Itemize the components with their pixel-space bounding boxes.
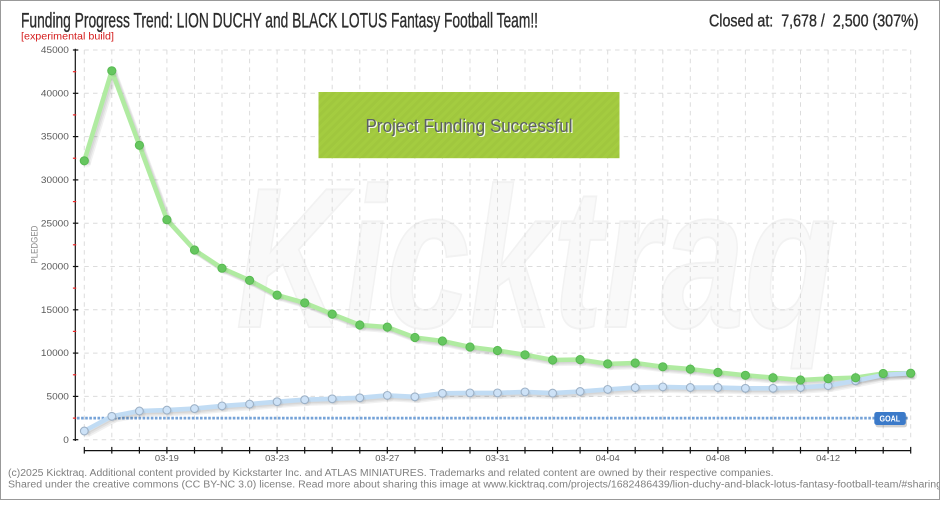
svg-text:40000: 40000 [41,88,69,98]
svg-text:GOAL: GOAL [880,415,901,424]
svg-text:03-19: 03-19 [155,453,179,463]
svg-text:25000: 25000 [41,218,69,228]
svg-text:15000: 15000 [41,305,69,315]
svg-text:04-04: 04-04 [596,453,620,463]
svg-text:5000: 5000 [47,392,69,402]
svg-text:Funding Progress Trend: LION D: Funding Progress Trend: LION DUCHY and B… [21,10,538,33]
svg-text:[experimental build]: [experimental build] [21,31,114,43]
svg-text:45000: 45000 [41,45,69,55]
svg-text:03-23: 03-23 [265,453,289,463]
svg-text:03-27: 03-27 [375,453,399,463]
svg-text:(c)2025 Kicktraq. Additional c: (c)2025 Kicktraq. Additional content pro… [8,468,773,479]
svg-text:Kicktraq: Kicktraq [236,147,836,370]
svg-text:Project Funding Successful: Project Funding Successful [366,116,573,136]
svg-text:10000: 10000 [41,348,69,358]
svg-text:Shared under the creative comm: Shared under the creative commons (CC BY… [8,480,940,491]
svg-text:PLEDGED: PLEDGED [29,225,40,263]
svg-text:0: 0 [63,435,69,445]
svg-text:30000: 30000 [41,175,69,185]
svg-text:35000: 35000 [41,132,69,142]
svg-text:03-31: 03-31 [486,453,510,463]
svg-text:04-08: 04-08 [706,453,730,463]
svg-text:Closed at: 7,678 / 2,500 (30: Closed at: 7,678 / 2,500 (307%) [709,11,919,31]
svg-text:04-12: 04-12 [816,453,840,463]
svg-text:20000: 20000 [41,262,69,272]
svg-text:Project Funding Successful: Project Funding Successful [367,117,574,137]
